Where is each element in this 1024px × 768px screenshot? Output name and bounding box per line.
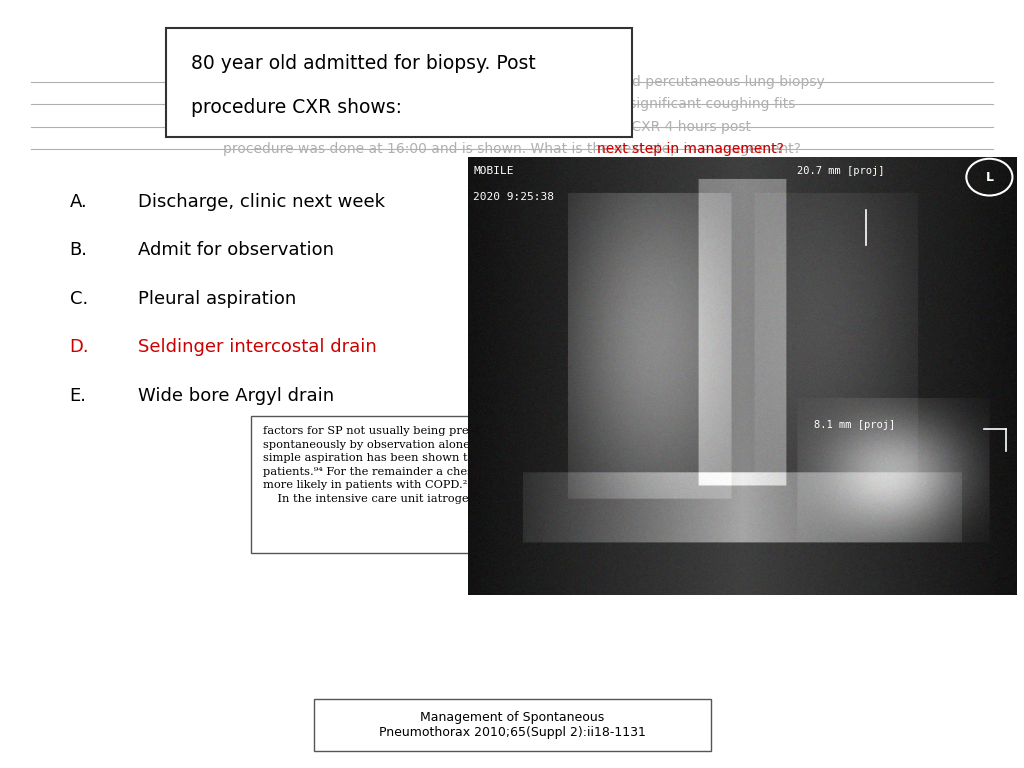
Text: D.: D.: [70, 338, 89, 356]
Text: 8.1 mm [proj]: 8.1 mm [proj]: [814, 420, 895, 430]
Text: Wide bore Argyl drain: Wide bore Argyl drain: [138, 386, 335, 405]
Text: Seldinger intercostal drain: Seldinger intercostal drain: [138, 338, 377, 356]
Text: 20.7 mm [proj]: 20.7 mm [proj]: [798, 166, 885, 176]
Text: procedure CXR shows:: procedure CXR shows:: [191, 98, 402, 117]
Text: 2020 9:25:38: 2020 9:25:38: [473, 193, 554, 203]
FancyBboxPatch shape: [166, 28, 632, 137]
FancyBboxPatch shape: [314, 699, 711, 751]
Text: 80 year old COPD patient admitted to day case 1 for CT guided percutaneous lung : 80 year old COPD patient admitted to day…: [200, 75, 824, 89]
Text: E.: E.: [70, 386, 87, 405]
Text: during the procedure and resulted in haemoptysis. CXR 4 hours post: during the procedure and resulted in hae…: [273, 120, 751, 134]
Text: L: L: [985, 170, 993, 184]
Text: factors for SP not usually being present). The majority resolve
spontaneously by: factors for SP not usually being present…: [263, 425, 643, 504]
Text: 80 year old admitted for biopsy. Post: 80 year old admitted for biopsy. Post: [191, 54, 537, 73]
Text: B.: B.: [70, 241, 88, 260]
Text: C.: C.: [70, 290, 88, 308]
Text: Management of Spontaneous
Pneumothorax 2010;65(Suppl 2):ii18-1131: Management of Spontaneous Pneumothorax 2…: [379, 711, 646, 739]
Text: Admit for observation: Admit for observation: [138, 241, 334, 260]
Text: Pleural aspiration: Pleural aspiration: [138, 290, 297, 308]
FancyBboxPatch shape: [251, 416, 763, 553]
Text: of 1.6cm RUL nodule. The procedure was complicated by significant coughing fits: of 1.6cm RUL nodule. The procedure was c…: [228, 98, 796, 111]
Text: next step in management?: next step in management?: [597, 142, 784, 156]
Text: MOBILE: MOBILE: [473, 166, 514, 176]
Text: A.: A.: [70, 193, 87, 211]
Text: Discharge, clinic next week: Discharge, clinic next week: [138, 193, 385, 211]
Text: procedure was done at 16:00 and is shown. What is the next step in management?: procedure was done at 16:00 and is shown…: [223, 142, 801, 156]
